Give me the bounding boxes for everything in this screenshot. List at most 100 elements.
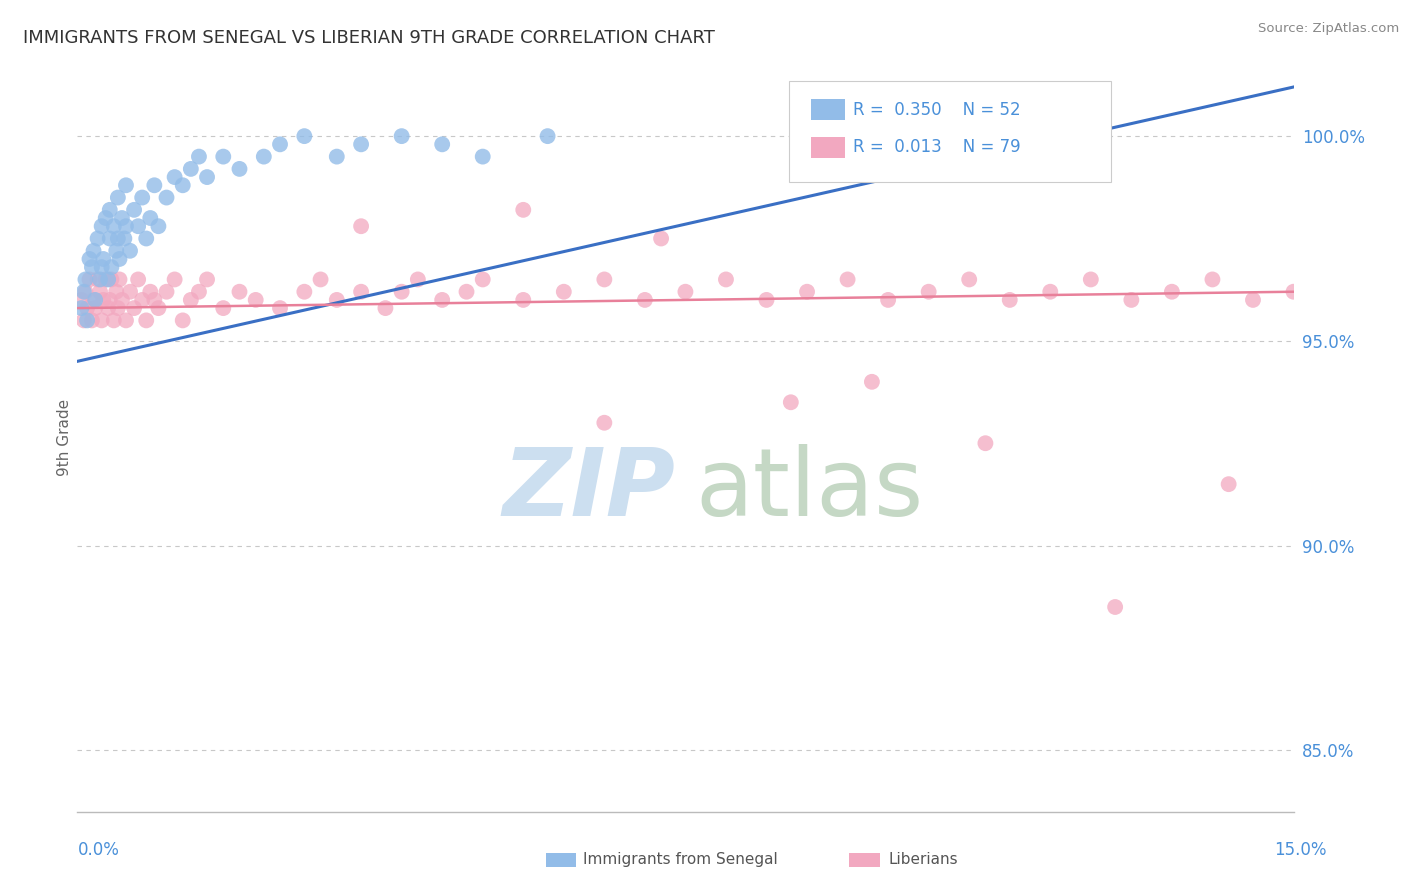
Point: [350, 137, 373, 152]
Point: [593, 416, 616, 430]
Point: [148, 301, 170, 315]
Point: [406, 272, 429, 286]
Point: [374, 301, 396, 315]
Text: atlas: atlas: [695, 443, 924, 535]
Point: [350, 219, 373, 234]
Point: [650, 231, 672, 245]
Point: [103, 219, 125, 234]
Point: [1282, 285, 1305, 299]
Point: [118, 285, 141, 299]
Point: [143, 293, 166, 307]
Point: [918, 285, 941, 299]
Text: Immigrants from Senegal: Immigrants from Senegal: [583, 853, 779, 867]
Point: [292, 285, 315, 299]
Point: [83, 293, 105, 307]
Point: [212, 150, 235, 164]
Point: [83, 244, 105, 258]
Point: [97, 301, 120, 315]
Point: [195, 272, 218, 286]
Point: [471, 150, 494, 164]
Point: [103, 313, 125, 327]
Point: [1121, 293, 1143, 307]
Point: [779, 395, 801, 409]
Point: [76, 313, 98, 327]
Point: [75, 285, 97, 299]
Point: [98, 231, 121, 245]
Point: [122, 301, 145, 315]
Point: [100, 272, 122, 286]
Point: [107, 190, 129, 204]
Point: [115, 219, 138, 234]
Point: [107, 231, 129, 245]
Point: [108, 252, 131, 266]
Point: [135, 231, 157, 245]
Point: [188, 150, 211, 164]
Point: [131, 190, 153, 204]
Point: [115, 178, 138, 193]
Point: [180, 293, 202, 307]
Point: [212, 301, 235, 315]
Point: [634, 293, 657, 307]
Point: [456, 285, 478, 299]
Point: [796, 285, 818, 299]
Point: [292, 129, 315, 144]
Point: [755, 293, 778, 307]
Point: [111, 211, 134, 225]
Point: [269, 137, 291, 152]
Point: [89, 272, 111, 286]
Point: [84, 293, 107, 307]
Text: IMMIGRANTS FROM SENEGAL VS LIBERIAN 9TH GRADE CORRELATION CHART: IMMIGRANTS FROM SENEGAL VS LIBERIAN 9TH …: [22, 29, 714, 47]
Point: [135, 313, 157, 327]
Point: [326, 150, 349, 164]
Point: [837, 272, 859, 286]
Point: [94, 211, 117, 225]
Point: [163, 170, 186, 185]
Point: [86, 231, 108, 245]
Point: [998, 293, 1021, 307]
Point: [228, 285, 250, 299]
Point: [228, 161, 250, 176]
Point: [89, 285, 111, 299]
Point: [122, 202, 145, 217]
Text: R =  0.013    N = 79: R = 0.013 N = 79: [853, 138, 1021, 156]
Point: [90, 260, 112, 275]
Point: [593, 272, 616, 286]
Point: [155, 190, 177, 204]
Y-axis label: 9th Grade: 9th Grade: [56, 399, 72, 475]
Point: [115, 313, 138, 327]
Point: [350, 285, 373, 299]
Point: [391, 285, 413, 299]
Point: [974, 436, 997, 450]
Point: [76, 301, 98, 315]
Point: [79, 252, 101, 266]
Point: [143, 178, 166, 193]
Point: [97, 272, 120, 286]
Point: [148, 219, 170, 234]
Point: [70, 293, 93, 307]
Point: [391, 129, 413, 144]
Point: [73, 313, 96, 327]
Point: [107, 301, 129, 315]
Point: [675, 285, 697, 299]
Point: [180, 161, 202, 176]
Bar: [811, 99, 845, 120]
Point: [79, 272, 101, 286]
Point: [118, 244, 141, 258]
Point: [1241, 293, 1264, 307]
Point: [172, 313, 194, 327]
Point: [86, 272, 108, 286]
FancyBboxPatch shape: [789, 81, 1111, 182]
Point: [957, 272, 980, 286]
Point: [877, 293, 900, 307]
Point: [471, 272, 494, 286]
Point: [91, 252, 114, 266]
Point: [105, 244, 128, 258]
Point: [253, 150, 276, 164]
Point: [112, 231, 135, 245]
Point: [80, 260, 103, 275]
Text: 0.0%: 0.0%: [77, 840, 120, 858]
Point: [430, 137, 453, 152]
Point: [94, 272, 117, 286]
Point: [90, 313, 112, 327]
Point: [553, 285, 575, 299]
